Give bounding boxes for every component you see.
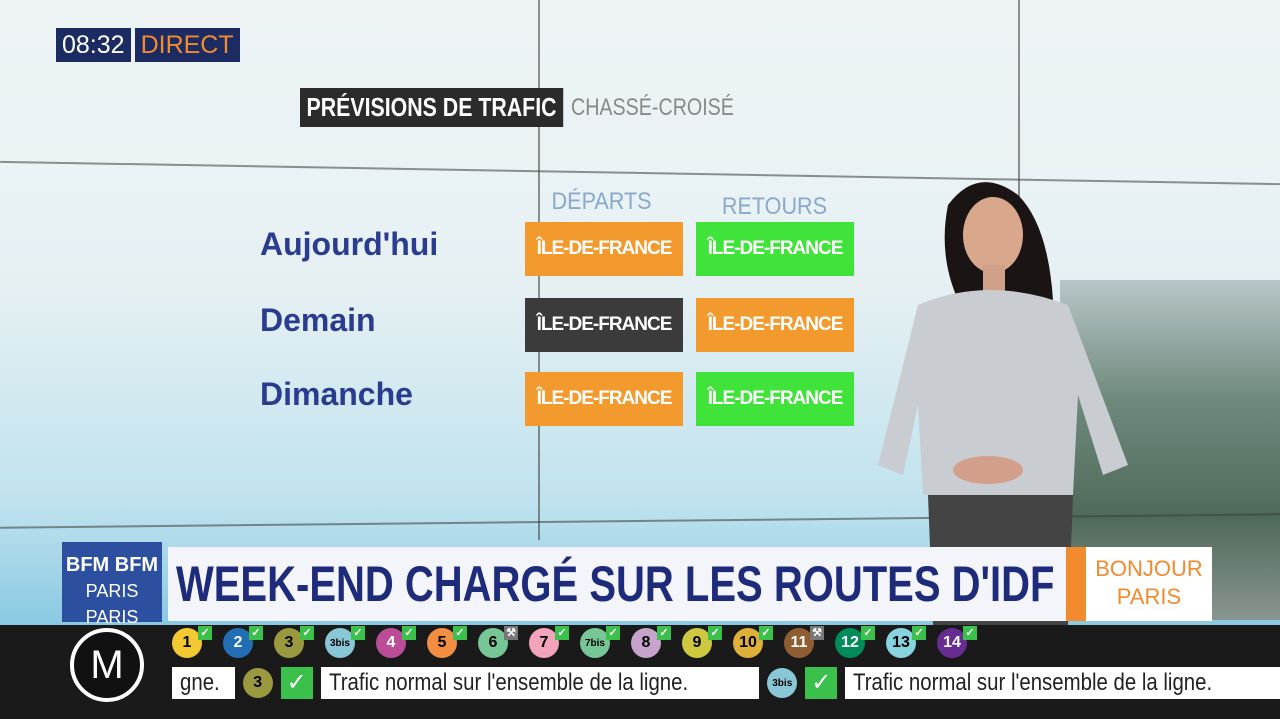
- ticker-line-badge: 3bis: [767, 668, 798, 698]
- metro-line-3bis[interactable]: 3bis ✓: [325, 626, 365, 658]
- line-number: 2: [233, 634, 243, 651]
- metro-lines: 1 ✓ 2 ✓ 3 ✓ 3bis ✓ 4 ✓ 5 ✓ 6 ⚒ 7 ✓ 7bis ✓ 8 ✓ 9 ✓ 10 ✓ 11 ⚒ 12 ✓ 13 ✓…: [172, 626, 977, 658]
- line-number: 12: [841, 634, 859, 651]
- board-title: PRÉVISIONS DE TRAFIC CHASSÉ-CROISÉ: [300, 88, 770, 127]
- metro-line-9[interactable]: 9 ✓: [682, 626, 722, 658]
- ticker-text: gne.: [172, 667, 235, 699]
- metro-logo: M: [70, 628, 144, 702]
- metro-line-4[interactable]: 4 ✓: [376, 626, 416, 658]
- ticker-message: Trafic normal sur l'ensemble de la ligne…: [328, 669, 688, 696]
- live-badge: DIRECT: [134, 28, 240, 62]
- retours-cell: ÎLE-DE-FRANCE: [696, 298, 854, 352]
- line-number: 14: [943, 634, 961, 651]
- check-icon: ✓: [453, 626, 467, 640]
- line-number: 7bis: [584, 637, 605, 649]
- line-number: 11: [790, 634, 808, 651]
- check-icon: ✓: [912, 626, 926, 640]
- metro-line-13[interactable]: 13 ✓: [886, 626, 926, 658]
- day-label: Dimanche: [260, 376, 413, 412]
- bfm-paris-logo: BFM BFM PARIS PARIS: [62, 542, 162, 627]
- ticker-message: Trafic normal sur l'ensemble de la ligne…: [853, 669, 1213, 696]
- check-icon: ✓: [555, 626, 569, 640]
- subtitle-text: CHASSÉ-CROISÉ: [570, 93, 734, 121]
- metro-line-10[interactable]: 10 ✓: [733, 626, 773, 658]
- check-icon: ✓: [759, 626, 773, 640]
- retours-cell: ÎLE-DE-FRANCE: [696, 222, 854, 276]
- headline-text: WEEK-END CHARGÉ SUR LES ROUTES D'IDF: [176, 556, 1055, 612]
- metro-line-14[interactable]: 14 ✓: [937, 626, 977, 658]
- metro-line-11[interactable]: 11 ⚒: [784, 626, 824, 658]
- line-number: 1: [182, 634, 192, 651]
- screen-seam: [1018, 0, 1020, 300]
- ticker-text: Trafic normal sur l'ensemble de la ligne…: [320, 667, 760, 699]
- metro-line-8[interactable]: 8 ✓: [631, 626, 671, 658]
- check-icon: ✓: [861, 626, 875, 640]
- check-icon: ✓: [249, 626, 263, 640]
- ticker-line-badge: 3: [242, 668, 273, 698]
- check-icon: ✓: [300, 626, 314, 640]
- check-icon: ✓: [708, 626, 722, 640]
- line-number: 6: [488, 634, 498, 651]
- line-number: 9: [692, 634, 702, 651]
- accent-bar: [1066, 547, 1086, 621]
- metro-line-2[interactable]: 2 ✓: [223, 626, 263, 658]
- line-number: 7: [539, 634, 549, 651]
- column-header: RETOURS: [721, 193, 828, 220]
- ticker-message: gne.: [180, 669, 220, 696]
- headline: WEEK-END CHARGÉ SUR LES ROUTES D'IDF: [168, 547, 1066, 621]
- line-number: 10: [739, 634, 757, 651]
- line-number: 3bis: [329, 637, 350, 649]
- works-icon: ⚒: [810, 626, 824, 640]
- metro-line-3[interactable]: 3 ✓: [274, 626, 314, 658]
- works-icon: ⚒: [504, 626, 518, 640]
- check-icon: ✓: [198, 626, 212, 640]
- time: 08:32: [56, 28, 131, 62]
- metro-line-6[interactable]: 6 ⚒: [478, 626, 518, 658]
- day-label: Aujourd'hui: [260, 226, 439, 262]
- retours-cell: ÎLE-DE-FRANCE: [696, 372, 854, 426]
- line-number: 3: [284, 634, 294, 651]
- metro-line-1[interactable]: 1 ✓: [172, 626, 212, 658]
- line-number: 8: [641, 634, 651, 651]
- live-clock: 08:32 DIRECT: [56, 28, 240, 62]
- line-number: 4: [386, 634, 396, 651]
- metro-ticker: gne. 3 ✓ Trafic normal sur l'ensemble de la…: [172, 667, 1280, 699]
- metro-line-7[interactable]: 7 ✓: [529, 626, 569, 658]
- departs-cell: ÎLE-DE-FRANCE: [525, 298, 683, 352]
- check-icon: ✓: [606, 626, 620, 640]
- check-icon: ✓: [351, 626, 365, 640]
- line-number: 13: [892, 634, 910, 651]
- check-icon: ✓: [280, 667, 313, 699]
- departs-cell: ÎLE-DE-FRANCE: [525, 222, 683, 276]
- check-icon: ✓: [963, 626, 977, 640]
- departs-cell: ÎLE-DE-FRANCE: [525, 372, 683, 426]
- line-number: 5: [437, 634, 447, 651]
- bonjour-paris-logo: BONJOUR PARIS: [1086, 547, 1212, 621]
- metro-line-12[interactable]: 12 ✓: [835, 626, 875, 658]
- metro-line-5[interactable]: 5 ✓: [427, 626, 467, 658]
- day-label: Demain: [260, 302, 376, 338]
- ticker-text: Trafic normal sur l'ensemble de la ligne…: [845, 667, 1280, 699]
- check-icon: ✓: [657, 626, 671, 640]
- check-icon: ✓: [402, 626, 416, 640]
- metro-line-7bis[interactable]: 7bis ✓: [580, 626, 620, 658]
- check-icon: ✓: [805, 667, 838, 699]
- column-header: DÉPARTS: [551, 188, 652, 215]
- title-text: PRÉVISIONS DE TRAFIC: [300, 88, 564, 127]
